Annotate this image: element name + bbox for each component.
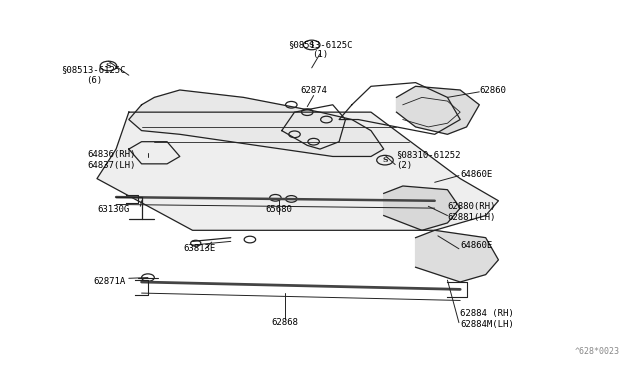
Polygon shape [129, 90, 384, 157]
Polygon shape [415, 230, 499, 282]
Text: 62868: 62868 [271, 318, 298, 327]
Text: 62880(RH)
62881(LH): 62880(RH) 62881(LH) [447, 202, 496, 222]
Text: 62871A: 62871A [94, 278, 126, 286]
Text: 62884 (RH)
62884M(LH): 62884 (RH) 62884M(LH) [460, 309, 514, 328]
Text: S: S [309, 41, 314, 49]
Text: 64860E: 64860E [460, 241, 492, 250]
Text: 62874: 62874 [300, 86, 327, 94]
Text: 64836(RH)
64837(LH): 64836(RH) 64837(LH) [88, 150, 136, 170]
Text: 63130G: 63130G [97, 205, 129, 215]
Polygon shape [384, 186, 460, 230]
Text: §08310-61252
(2): §08310-61252 (2) [396, 150, 461, 170]
Text: 62860: 62860 [479, 86, 506, 94]
Text: 63813E: 63813E [183, 244, 215, 253]
Text: ^628*0023: ^628*0023 [575, 347, 620, 356]
Text: S: S [106, 62, 111, 70]
Text: 65680: 65680 [265, 205, 292, 215]
Text: 64860E: 64860E [460, 170, 492, 179]
Text: S: S [382, 156, 388, 164]
Text: §08513-6125C
(6): §08513-6125C (6) [61, 65, 126, 85]
Text: §08513-6125C
(1): §08513-6125C (1) [288, 40, 352, 59]
Polygon shape [97, 112, 499, 230]
Polygon shape [396, 86, 479, 134]
